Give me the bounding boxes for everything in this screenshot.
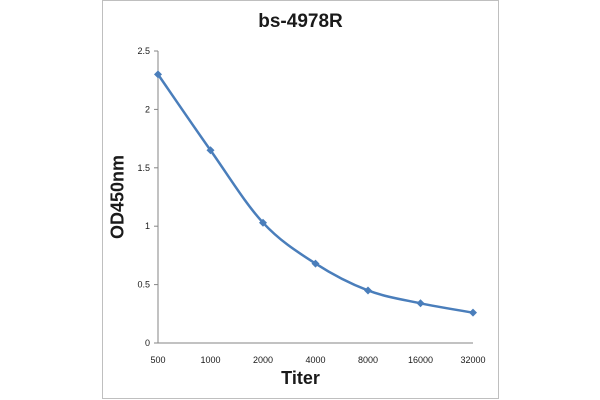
y-tick-label: 0 bbox=[145, 338, 150, 348]
chart-title: bs-4978R bbox=[258, 11, 343, 32]
x-tick-label: 8000 bbox=[358, 355, 378, 365]
y-tick-label: 0.5 bbox=[137, 280, 150, 290]
y-tick-label: 2.5 bbox=[137, 46, 150, 56]
data-point-marker bbox=[154, 70, 162, 79]
y-tick-label: 1 bbox=[145, 221, 150, 231]
x-tick-label: 16000 bbox=[408, 355, 433, 365]
y-tick-label: 2 bbox=[145, 104, 150, 114]
x-tick-label: 1000 bbox=[200, 355, 220, 365]
data-point-marker bbox=[364, 286, 372, 295]
data-point-marker bbox=[206, 146, 215, 155]
data-point-marker bbox=[259, 218, 267, 227]
x-tick-label: 4000 bbox=[305, 355, 325, 365]
chart-frame bbox=[102, 0, 499, 399]
series-line bbox=[156, 73, 474, 314]
x-tick-label: 500 bbox=[150, 355, 165, 365]
x-tick-label: 32000 bbox=[460, 355, 485, 365]
data-point-marker bbox=[416, 299, 425, 308]
data-point-marker bbox=[311, 259, 320, 268]
y-tick-label: 1.5 bbox=[137, 163, 150, 173]
x-tick-label: 2000 bbox=[253, 355, 273, 365]
data-point-marker bbox=[469, 308, 477, 317]
x-axis-title: Titer bbox=[281, 368, 320, 388]
